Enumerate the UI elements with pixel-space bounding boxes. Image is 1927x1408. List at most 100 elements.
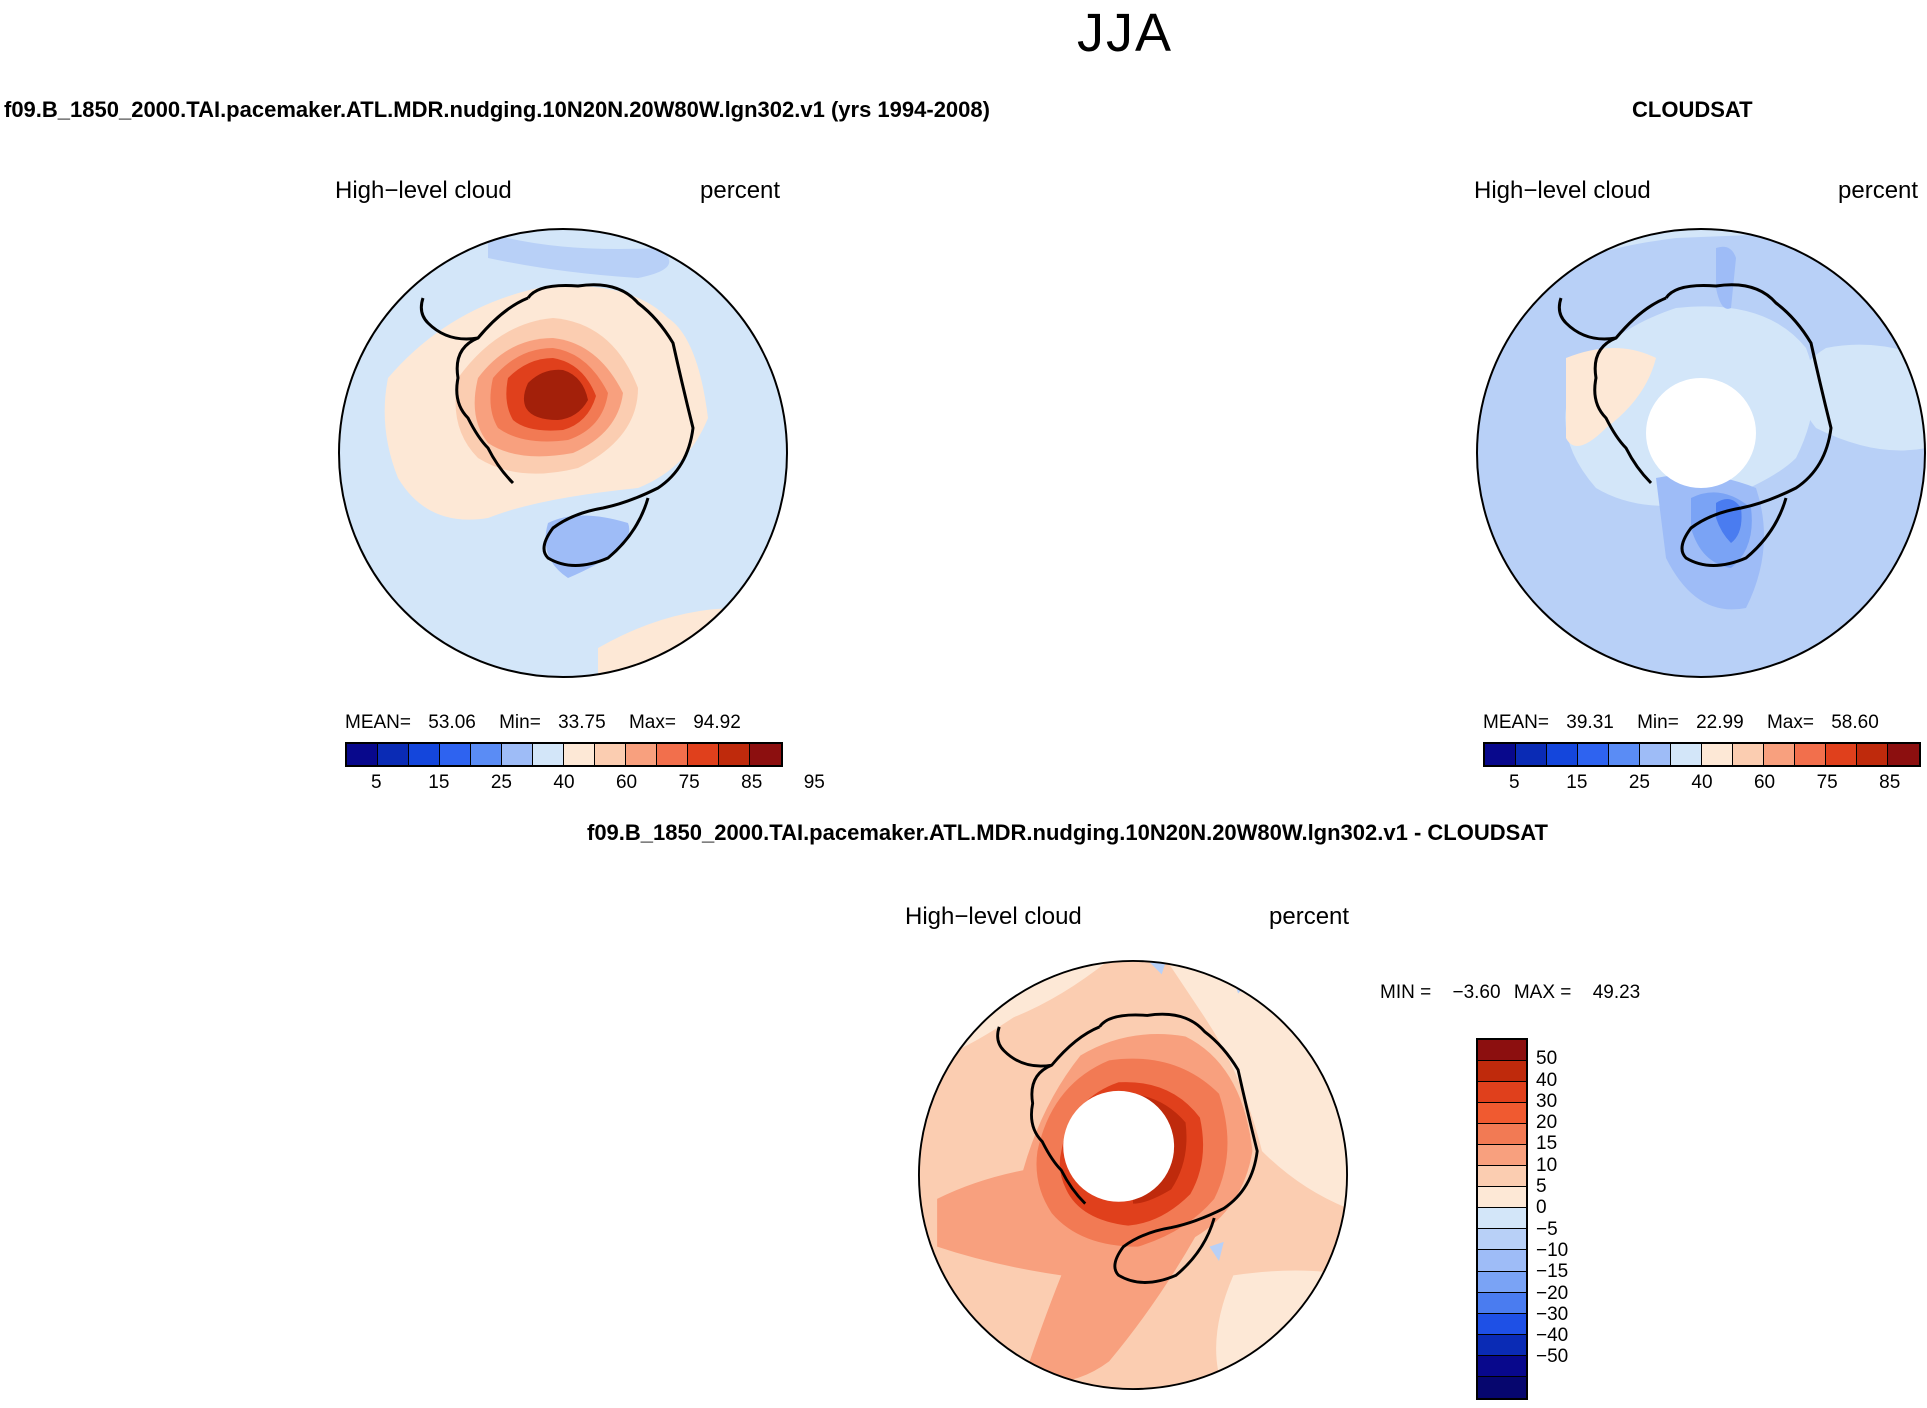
model-antarctica-outline bbox=[419, 283, 695, 567]
colorbar-swatch bbox=[1478, 1187, 1526, 1209]
colorbar-swatch bbox=[1478, 1061, 1526, 1083]
model-case-title: f09.B_1850_2000.TAI.pacemaker.ATL.MDR.nu… bbox=[4, 97, 990, 122]
colorbar-swatch bbox=[1478, 1292, 1526, 1314]
colorbar-tick-label: 40 bbox=[1536, 1069, 1558, 1091]
diff-stats: MIN = −3.60 MAX = 49.23 bbox=[1380, 982, 1640, 1004]
colorbar-swatch bbox=[1478, 1208, 1526, 1230]
colorbar-swatch bbox=[1478, 1229, 1526, 1251]
colorbar-swatch bbox=[1547, 744, 1578, 765]
colorbar-swatch bbox=[626, 744, 657, 765]
obs-units-label: percent bbox=[1838, 177, 1919, 204]
colorbar-swatch bbox=[1478, 1082, 1526, 1104]
colorbar-swatch bbox=[1478, 1355, 1526, 1377]
colorbar-tick-label: −40 bbox=[1536, 1325, 1569, 1347]
obs-polar-map bbox=[1476, 228, 1926, 678]
colorbar-swatch bbox=[1857, 744, 1888, 765]
colorbar-tick-label: −50 bbox=[1536, 1346, 1569, 1368]
diff-min-label: MIN = bbox=[1380, 982, 1432, 1003]
obs-max-value: 58.60 bbox=[1831, 712, 1879, 733]
colorbar-tick-label: 85 bbox=[1879, 772, 1901, 793]
colorbar-swatch bbox=[750, 744, 781, 765]
colorbar-swatch bbox=[1478, 1166, 1526, 1188]
diff-map-blue-specks bbox=[1147, 960, 1248, 1261]
obs-case-title: CLOUDSAT bbox=[1632, 97, 1753, 122]
colorbar-tick-label: 60 bbox=[615, 772, 638, 793]
colorbar-swatch bbox=[1578, 744, 1609, 765]
colorbar-tick-label: 25 bbox=[1628, 772, 1650, 793]
model-min-value: 33.75 bbox=[558, 712, 606, 733]
colorbar-swatch bbox=[1764, 744, 1795, 765]
diff-min-value: −3.60 bbox=[1452, 982, 1501, 1003]
colorbar-swatch bbox=[1478, 1376, 1526, 1398]
diff-colorbar-ticks: 50 40 30 20 15 10 5 0 −5 −10 −15 −20 −30 −40 −50 bbox=[1536, 1038, 1596, 1400]
diff-polar-map bbox=[918, 960, 1348, 1390]
model-map-lightblue-patch-s bbox=[545, 515, 630, 578]
obs-max-label: Max= bbox=[1766, 712, 1814, 733]
diff-case-title: f09.B_1850_2000.TAI.pacemaker.ATL.MDR.nu… bbox=[587, 820, 1548, 845]
colorbar-swatch bbox=[1478, 1271, 1526, 1293]
colorbar-tick-label: 30 bbox=[1536, 1090, 1558, 1112]
obs-map-border bbox=[1476, 228, 1926, 678]
colorbar-swatch bbox=[1640, 744, 1671, 765]
colorbar-tick-label: 50 bbox=[1536, 1048, 1558, 1070]
colorbar-tick-label: −30 bbox=[1536, 1303, 1569, 1325]
obs-map-missing-data-hole bbox=[1646, 378, 1756, 488]
colorbar-swatch bbox=[378, 744, 409, 765]
colorbar-swatch bbox=[564, 744, 595, 765]
diff-map-border bbox=[918, 960, 1348, 1390]
model-units-label: percent bbox=[700, 177, 781, 204]
colorbar-swatch bbox=[1826, 744, 1857, 765]
colorbar-swatch bbox=[1478, 1334, 1526, 1356]
colorbar-tick-label: −15 bbox=[1536, 1261, 1569, 1283]
colorbar-swatch bbox=[471, 744, 502, 765]
colorbar-tick-label: 40 bbox=[553, 772, 575, 793]
colorbar-swatch bbox=[719, 744, 750, 765]
model-polar-map bbox=[338, 228, 788, 678]
colorbar-tick-label: −10 bbox=[1536, 1239, 1569, 1261]
obs-mean-value: 39.31 bbox=[1566, 712, 1614, 733]
colorbar-tick-label: 75 bbox=[1816, 772, 1838, 793]
obs-map-blue-streak bbox=[1716, 246, 1736, 309]
colorbar-swatch bbox=[1485, 744, 1516, 765]
model-colorbar-ticks: 5 15 25 40 60 75 85 95 bbox=[345, 772, 825, 796]
colorbar-swatch bbox=[688, 744, 719, 765]
model-map-border bbox=[338, 228, 788, 678]
diff-units-label: percent bbox=[1269, 903, 1350, 930]
colorbar-swatch bbox=[409, 744, 440, 765]
diff-variable-label: High−level cloud bbox=[905, 903, 1082, 930]
diff-map-missing-data-hole bbox=[1063, 1090, 1175, 1202]
model-colorbar bbox=[345, 742, 783, 767]
colorbar-tick-label: 15 bbox=[1566, 772, 1588, 793]
obs-mean-label: MEAN= bbox=[1483, 712, 1549, 733]
colorbar-swatch bbox=[1478, 1250, 1526, 1272]
colorbar-swatch bbox=[1671, 744, 1702, 765]
colorbar-swatch bbox=[1516, 744, 1547, 765]
model-map-lightblue-patch bbox=[488, 233, 670, 278]
colorbar-tick-label: −20 bbox=[1536, 1282, 1569, 1304]
obs-antarctica-outline bbox=[1557, 283, 1833, 567]
colorbar-swatch bbox=[1795, 744, 1826, 765]
colorbar-tick-label: 5 bbox=[1508, 772, 1520, 793]
colorbar-swatch bbox=[1733, 744, 1764, 765]
obs-min-value: 22.99 bbox=[1696, 712, 1744, 733]
colorbar-tick-label: −5 bbox=[1536, 1218, 1558, 1240]
colorbar-tick-label: 5 bbox=[1536, 1176, 1547, 1198]
colorbar-swatch bbox=[1478, 1124, 1526, 1146]
colorbar-swatch bbox=[1478, 1145, 1526, 1167]
colorbar-tick-label: 85 bbox=[741, 772, 763, 793]
colorbar-tick-label: 25 bbox=[490, 772, 512, 793]
season-title: JJA bbox=[1077, 3, 1174, 63]
diff-max-value: 49.23 bbox=[1592, 982, 1641, 1003]
diff-colorbar bbox=[1476, 1038, 1528, 1400]
model-mean-value: 53.06 bbox=[428, 712, 476, 733]
colorbar-swatch bbox=[1702, 744, 1733, 765]
obs-min-label: Min= bbox=[1637, 712, 1679, 733]
obs-stats: MEAN= 39.31 Min= 22.99 Max= 58.60 bbox=[1483, 712, 1879, 734]
model-stats: MEAN= 53.06 Min= 33.75 Max= 94.92 bbox=[345, 712, 741, 734]
colorbar-tick-label: 15 bbox=[428, 772, 450, 793]
colorbar-tick-label: 15 bbox=[1536, 1133, 1558, 1155]
obs-map-peach-patch bbox=[1566, 348, 1656, 446]
diff-max-label: MAX = bbox=[1513, 982, 1572, 1003]
colorbar-swatch bbox=[440, 744, 471, 765]
model-min-label: Min= bbox=[499, 712, 541, 733]
